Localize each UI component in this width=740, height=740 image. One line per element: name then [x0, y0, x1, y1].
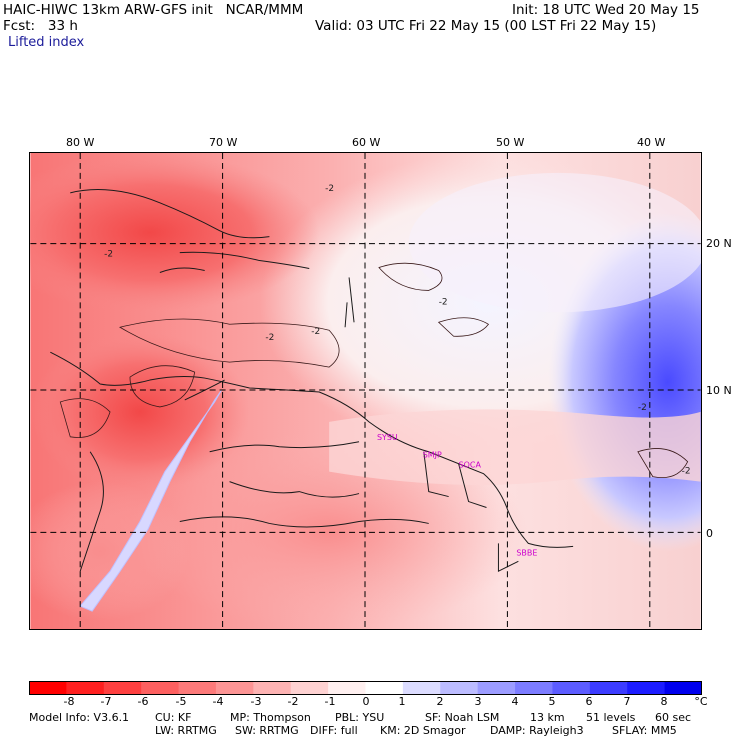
colorbar-swatch	[440, 681, 479, 695]
colorbar-swatch	[103, 681, 142, 695]
colorbar-label: 7	[623, 695, 631, 708]
longwave-scheme: LW: RRTMG	[155, 724, 217, 737]
colorbar-label: -3	[250, 695, 262, 708]
colorbar-swatch	[477, 681, 516, 695]
colorbar-label: 4	[511, 695, 519, 708]
colorbar-swatch	[178, 681, 217, 695]
colorbar-swatch	[141, 681, 180, 695]
microphysics-scheme: MP: Thompson	[230, 711, 311, 724]
contour-label: -2	[265, 333, 274, 343]
colorbar-label: 1	[398, 695, 406, 708]
colorbar-border	[29, 681, 702, 695]
contour-label: -2	[104, 250, 113, 260]
caribbean-unstable-region	[30, 153, 320, 313]
atlantic-band	[329, 409, 701, 485]
colorbar-label: -4	[212, 695, 224, 708]
surface-scheme: SF: Noah LSM	[425, 711, 500, 724]
grid-spacing: 13 km	[530, 711, 565, 724]
lon-label-70w: 70 W	[209, 136, 238, 149]
colorbar-swatch	[328, 681, 366, 695]
colorbar-unit: °C	[694, 695, 708, 708]
contour-label: -2	[439, 297, 448, 307]
contour-label: -2	[311, 327, 320, 337]
colorbar-swatch	[66, 681, 105, 695]
lifted-index-map: -2 -2 -2 -2 -2 -2 -2 SYSU SMJP SOCA SBBE	[29, 152, 702, 630]
colorbar-label: 8	[660, 695, 668, 708]
lon-label-80w: 80 W	[66, 136, 95, 149]
contour-lines	[59, 262, 689, 478]
colorbar-label: -2	[287, 695, 299, 708]
colorbar-label: -7	[100, 695, 112, 708]
colorbar-label: 0	[362, 695, 370, 708]
colorbar-swatch	[515, 681, 553, 695]
contour-label: -2	[325, 184, 334, 194]
model-title: HAIC-HIWC 13km ARW-GFS init NCAR/MMM	[3, 2, 304, 18]
lon-label-40w: 40 W	[637, 136, 666, 149]
contour-label: -2	[682, 467, 691, 477]
lon-label-60w: 60 W	[352, 136, 381, 149]
colorbar-swatch	[290, 681, 329, 695]
colorbar-swatch	[253, 681, 292, 695]
colorbar-swatch	[664, 681, 702, 695]
colorbar-swatch	[29, 681, 67, 695]
init-time: Init: 18 UTC Wed 20 May 15	[512, 2, 700, 18]
station-label: SMJP	[423, 451, 442, 460]
colorbar-label: 5	[548, 695, 556, 708]
time-step: 60 sec	[655, 711, 692, 724]
colorbar	[29, 681, 702, 695]
forecast-hour: Fcst: 33 h	[3, 18, 78, 34]
contour-label: -2	[638, 403, 647, 413]
lat-label-20n: 20 N	[706, 237, 732, 250]
lat-label-0: 0	[706, 527, 713, 540]
shortwave-scheme: SW: RRTMG	[235, 724, 299, 737]
colorbar-label: -6	[137, 695, 149, 708]
valid-time: Valid: 03 UTC Fri 22 May 15 (00 LST Fri …	[315, 18, 657, 34]
lon-label-50w: 50 W	[496, 136, 525, 149]
colorbar-swatch	[627, 681, 666, 695]
colorbar-swatch	[402, 681, 441, 695]
colorbar-label: 2	[436, 695, 444, 708]
graticule	[30, 153, 701, 629]
lat-label-10n: 10 N	[706, 384, 732, 397]
surface-layer-option: SFLAY: MM5	[612, 724, 677, 737]
andes-stable-strip	[79, 389, 223, 612]
colorbar-label: -8	[63, 695, 75, 708]
colorbar-swatch	[589, 681, 628, 695]
vertical-levels: 51 levels	[586, 711, 636, 724]
model-version: Model Info: V3.6.1	[29, 711, 130, 724]
km-option: KM: 2D Smagor	[380, 724, 466, 737]
cumulus-scheme: CU: KF	[155, 711, 192, 724]
colorbar-swatch	[365, 681, 404, 695]
colorbar-swatch	[552, 681, 591, 695]
colorbar-label: 3	[474, 695, 482, 708]
field-name: Lifted index	[8, 35, 85, 50]
diffusion-option: DIFF: full	[310, 724, 358, 737]
pale-band	[408, 172, 701, 313]
station-label: SBBE	[516, 548, 537, 557]
colorbar-label: -1	[324, 695, 336, 708]
coastlines	[50, 189, 574, 573]
colorbar-label: -5	[175, 695, 187, 708]
station-label: SYSU	[377, 433, 398, 442]
station-label: SOCA	[459, 461, 482, 470]
colorbar-swatch	[215, 681, 254, 695]
pbl-scheme: PBL: YSU	[335, 711, 385, 724]
colorbar-label: 6	[585, 695, 593, 708]
damping-option: DAMP: Rayleigh3	[490, 724, 584, 737]
